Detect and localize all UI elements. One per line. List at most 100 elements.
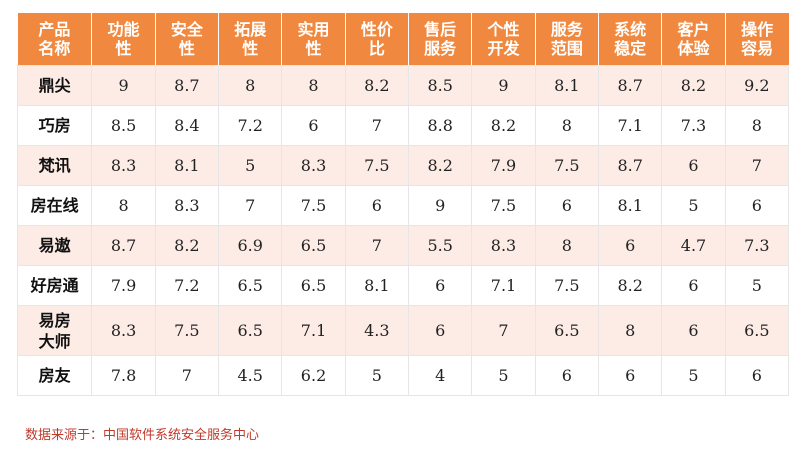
score-cell: 6 [597,225,663,266]
source-note: 数据来源于：中国软件系统安全服务中心 [25,428,260,443]
table-row: 房在线 8 8.3 7 7.5 6 9 7.5 6 8.1 5 6 [16,185,790,226]
score-cell: 7 [344,105,410,146]
score-cell: 6 [408,265,473,306]
score-cell: 6 [281,105,346,146]
header-cell: 安全性 [154,13,219,66]
score-cell: 5 [661,355,726,396]
table-row: 房友 7.8 7 4.5 6.2 5 4 5 6 6 5 6 [16,355,790,396]
score-cell: 7.9 [91,265,156,306]
product-name-cell: 鼎尖 [16,65,93,106]
score-cell: 8.1 [597,185,663,226]
score-cell: 6.5 [281,225,346,266]
score-cell: 6 [724,185,790,226]
header-cell: 系统 稳定 [597,13,662,66]
score-cell: 7.5 [534,145,600,186]
score-cell: 9.2 [724,65,790,106]
score-cell: 6.5 [534,305,600,356]
header-cell: 实用性 [281,13,346,66]
score-cell: 4.7 [661,225,726,266]
score-cell: 9 [408,185,473,226]
header-row: 产品 名称 功能性安全性拓展性实用性性价比售后 服务 个性 开发 服务 范围 系统 稳定 客户 体验操… [17,13,789,66]
score-cell: 7.2 [154,265,220,306]
score-cell: 7.2 [218,105,283,146]
score-cell: 4.5 [218,355,283,396]
score-cell: 8.1 [344,265,410,306]
header-cell: 售后 服务 [408,13,472,66]
score-cell: 6 [344,185,410,226]
score-cell: 8 [534,225,600,266]
score-cell: 6.2 [281,355,346,396]
score-cell: 7.3 [724,225,790,266]
score-cell: 8.3 [154,185,220,226]
product-name-cell: 房在线 [16,185,93,226]
score-cell: 7.1 [597,105,663,146]
score-cell: 7.8 [91,355,156,396]
score-cell: 8.5 [91,105,156,146]
score-cell: 8.2 [154,225,220,266]
score-cell: 5 [344,355,410,396]
header-cell: 拓展性 [218,13,282,66]
score-cell: 7.5 [344,145,410,186]
score-cell: 6.9 [218,225,283,266]
score-cell: 5 [471,355,536,396]
score-cell: 8 [597,305,663,356]
score-cell: 8.3 [471,225,536,266]
header-product-name: 产品 名称 [17,13,92,66]
score-cell: 6 [534,185,600,226]
score-cell: 5 [724,265,790,306]
score-cell: 8.7 [154,65,220,106]
product-name-cell: 房友 [16,355,93,396]
score-cell: 7.5 [281,185,346,226]
score-cell: 6.5 [724,305,790,356]
product-name-cell: 巧房 [16,105,93,146]
score-cell: 8.4 [154,105,220,146]
score-cell: 6 [724,355,790,396]
score-cell: 6 [534,355,600,396]
table-row: 易房 大师 8.3 7.5 6.5 7.1 4.3 6 7 6.5 8 6 6.5 [16,305,790,356]
score-cell: 8 [218,65,283,106]
score-cell: 6 [661,305,726,356]
score-cell: 7.1 [281,305,346,356]
table-row: 梵讯 8.3 8.1 5 8.3 7.5 8.2 7.9 7.5 8.7 6 7 [16,145,790,186]
score-cell: 8.8 [408,105,473,146]
table-row: 鼎尖 9 8.7 8 8 8.2 8.5 9 8.1 8.7 8.2 9.2 [16,65,790,106]
score-cell: 5 [218,145,283,186]
score-cell: 7.5 [154,305,220,356]
score-cell: 8 [724,105,790,146]
score-cell: 7.5 [534,265,600,306]
score-cell: 8.5 [408,65,473,106]
product-name-cell: 梵讯 [16,145,93,186]
score-cell: 8.3 [91,305,156,356]
product-name-cell: 好房通 [16,265,93,306]
score-cell: 6.5 [218,305,283,356]
score-cell: 6 [661,265,726,306]
score-cell: 6.5 [218,265,283,306]
score-cell: 6 [408,305,473,356]
score-cell: 8.2 [597,265,663,306]
table-row: 易遨 8.7 8.2 6.9 6.5 7 5.5 8.3 8 6 4.7 7.3 [16,225,790,266]
score-table: 产品 名称 功能性安全性拓展性实用性性价比售后 服务 个性 开发 服务 范围 系统 稳定 客户 体验操… [16,13,790,396]
header-cell: 功能性 [91,13,156,66]
table-row: 巧房 8.5 8.4 7.2 6 7 8.8 8.2 8 7.1 7.3 8 [16,105,790,146]
header-cell: 个性 开发 [471,13,536,66]
header-cell: 服务 范围 [534,13,599,66]
score-cell: 8 [534,105,600,146]
header-cell: 操作 容易 [724,13,789,66]
score-cell: 7 [154,355,220,396]
score-cell: 5.5 [408,225,473,266]
score-cell: 8.2 [408,145,473,186]
score-cell: 8.2 [661,65,726,106]
header-cell: 性价比 [344,13,409,66]
score-cell: 9 [91,65,156,106]
score-cell: 8.7 [597,145,663,186]
score-cell: 6 [597,355,663,396]
score-cell: 4 [408,355,473,396]
score-cell: 8.3 [281,145,346,186]
score-cell: 8.7 [597,65,663,106]
score-cell: 8.2 [344,65,410,106]
product-name-cell: 易遨 [16,225,93,266]
score-cell: 8.7 [91,225,156,266]
product-name-cell: 易房 大师 [16,305,93,356]
score-cell: 8.1 [534,65,600,106]
score-cell: 7 [218,185,283,226]
